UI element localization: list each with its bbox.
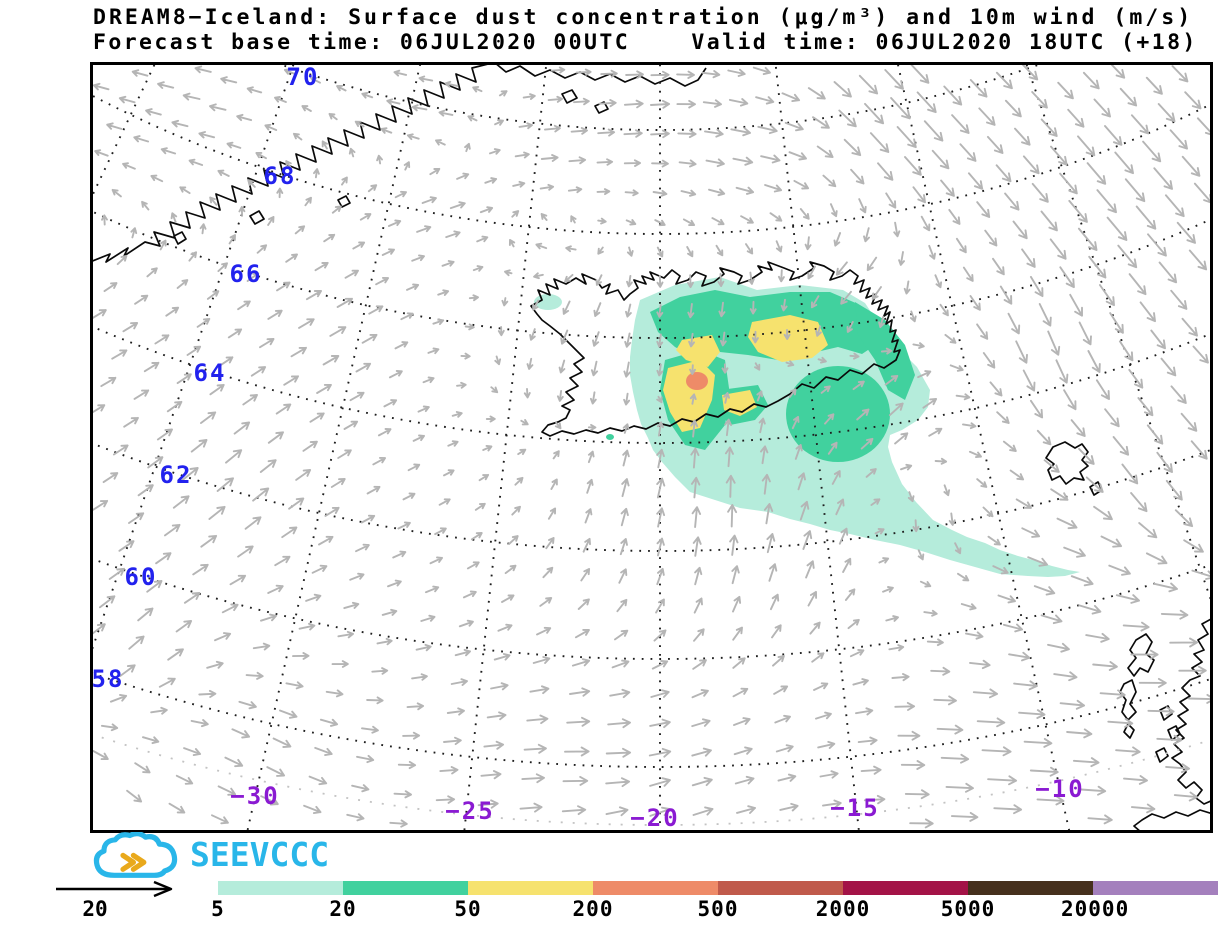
dust-yellow-mid-gt50 [676,335,720,367]
colorbar-segment-4 [718,881,843,895]
lon-label: −30 [230,782,279,810]
coastline [1123,723,1135,739]
cloud-icon [93,832,178,878]
coastline [1171,618,1211,805]
coastline [495,64,707,87]
lat-label: 58 [92,665,125,693]
wind-reference-label: 20 [82,897,108,921]
colorbar-level-label: 2000 [815,897,871,921]
colorbar-segment-7 [1093,881,1218,895]
coastline [1159,705,1173,721]
longitude-lines [92,64,1211,831]
colorbar-level-label: 500 [697,897,739,921]
lon-label: −20 [630,804,679,832]
latitude-line [277,64,1043,131]
coastline [337,195,351,208]
map-plot: 70 68 66 64 62 60 58 −30 −25 −20 −15 −10 [90,62,1213,833]
coastline [1045,441,1089,485]
lon-label: −10 [1035,775,1084,803]
lat-label: 68 [264,162,297,190]
colorbar-segment-1 [343,881,468,895]
lat-label: 66 [230,260,263,288]
colorbar-level-label: 5 [211,897,225,921]
coastline [249,210,265,225]
colorbar-segment-2 [468,881,593,895]
seevccc-logo: SEEVCCC [88,830,418,884]
colorbar-segment-6 [968,881,1093,895]
coastline [173,231,187,245]
colorbar-segment-3 [593,881,718,895]
latitude-line [92,557,1211,660]
lat-label: 62 [160,461,193,489]
logo-text: SEEVCCC [190,835,330,874]
dust-green-offshore-gt20 [786,366,890,462]
lat-label: 64 [194,359,227,387]
colorbar-level-label: 200 [572,897,614,921]
coastline [1133,809,1211,831]
chart-subtitle: Forecast base time: 06JUL2020 00UTC Vali… [93,30,1198,55]
lat-label: 60 [125,563,158,591]
coastline [1155,747,1169,763]
colorbar-level-label: 20000 [1061,897,1130,921]
colorbar-segment-5 [843,881,968,895]
lon-label: −15 [830,794,879,822]
chart-title: DREAM8−Iceland: Surface dust concentrati… [93,5,1194,30]
colorbar [218,881,1218,895]
dust-orange-core-gt200 [686,372,708,390]
colorbar-level-label: 20 [329,897,357,921]
colorbar-level-label: 5000 [940,897,996,921]
dust-green-speck [606,434,614,440]
wind-reference-arrow [56,880,173,898]
coastline [561,89,578,104]
coastline [1167,725,1181,741]
coastline [530,261,901,437]
wind-arrows [92,64,1211,829]
lat-label: 70 [287,63,320,91]
colorbar-labels: 5 20 50 200 500 2000 5000 20000 [211,897,1229,921]
map-layers: 70 68 66 64 62 60 58 −30 −25 −20 −15 −10 [92,63,1211,832]
map-border [90,62,1213,833]
coastline [1119,679,1137,721]
colorbar-level-label: 50 [454,897,482,921]
latitude-line [92,94,1211,235]
lon-label: −25 [445,797,494,825]
coastline [1127,633,1155,677]
colorbar-segment-0 [218,881,343,895]
